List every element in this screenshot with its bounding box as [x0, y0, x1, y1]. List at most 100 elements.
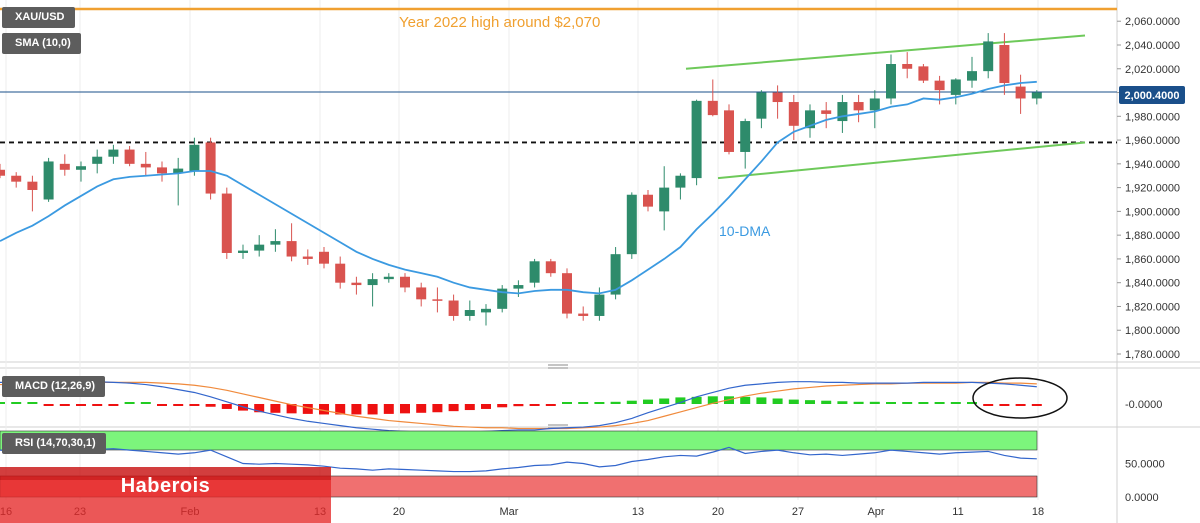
macd-histogram-bar [335, 404, 346, 415]
candle-body [545, 261, 556, 274]
candle-body [756, 92, 767, 119]
candle-body [189, 144, 200, 171]
macd-histogram-bar [594, 402, 605, 404]
macd-histogram-bar [383, 404, 394, 414]
sma-10-line [0, 80, 1037, 295]
macd-histogram-bar [0, 402, 5, 404]
macd-histogram-bar [319, 404, 329, 415]
macd-histogram-bar [189, 404, 200, 406]
macd-histogram-bar [805, 400, 815, 404]
macd-histogram-bar [902, 402, 913, 404]
candle-body [497, 288, 508, 309]
candle-body [707, 100, 718, 116]
candle-body [967, 71, 977, 81]
x-tick-label: 27 [792, 506, 804, 518]
macd-histogram-bar [1031, 404, 1042, 406]
macd-histogram-bar [934, 402, 945, 404]
y-tick-label: 1,860.0000 [1125, 254, 1180, 266]
y-tick-label: 1,900.0000 [1125, 206, 1180, 218]
rsi-indicator-tag[interactable]: RSI (14,70,30,1) [2, 433, 106, 454]
candle-body [432, 299, 443, 301]
macd-histogram-bar [448, 404, 459, 412]
candle-body [92, 156, 103, 164]
channel-upper-line [685, 34, 1086, 70]
candle-body [610, 254, 621, 295]
watermark-text: Haberois [120, 475, 211, 497]
channel-lower-line [717, 141, 1086, 180]
macd-histogram-bar [513, 404, 524, 407]
macd-highlight-circle [972, 377, 1068, 419]
y-tick-label: 1,940.0000 [1125, 159, 1180, 171]
y-tick-label: 1,840.0000 [1125, 278, 1180, 290]
candle-body [286, 241, 297, 257]
candle-body [1015, 86, 1026, 99]
candle-body [481, 308, 491, 313]
rsi-axis-label: 50.0000 [1125, 459, 1165, 471]
macd-histogram-bar [221, 404, 232, 409]
candle-body [626, 194, 637, 255]
macd-histogram-bar [967, 402, 977, 404]
macd-histogram-bar [351, 404, 362, 415]
macd-histogram-bar [626, 400, 637, 404]
macd-histogram-bar [302, 404, 313, 414]
macd-histogram-bar [675, 397, 686, 404]
macd-histogram-bar [173, 404, 184, 406]
candle-body [562, 273, 572, 314]
macd-histogram-bar [400, 404, 410, 414]
dma-annotation: 10-DMA [719, 223, 771, 239]
y-tick-label: 1,920.0000 [1125, 183, 1180, 195]
candle-body [772, 92, 783, 103]
macd-histogram-bar [983, 404, 994, 406]
macd-histogram-bar [643, 399, 653, 404]
macd-histogram-bar [270, 404, 281, 413]
macd-histogram-bar [853, 401, 864, 404]
x-tick-label: Mar [500, 506, 519, 518]
sma-indicator-tag[interactable]: SMA (10,0) [2, 33, 81, 54]
candle-body [205, 142, 216, 194]
macd-histogram-bar [27, 402, 38, 404]
macd-histogram-bar [43, 404, 54, 406]
symbol-tag[interactable]: XAU/USD [2, 7, 75, 28]
candle-body [740, 121, 751, 152]
macd-histogram-bar [610, 401, 621, 404]
candle-body [837, 102, 848, 122]
y-tick-label: 2,040.0000 [1125, 40, 1180, 52]
macd-histogram-bar [837, 401, 848, 404]
candle-body [157, 167, 167, 174]
macd-histogram-bar [950, 402, 961, 404]
macd-histogram-bar [205, 404, 216, 407]
macd-histogram-bar [464, 404, 475, 411]
macd-histogram-bar [772, 398, 783, 404]
macd-histogram-bar [529, 404, 540, 406]
macd-histogram-bar [691, 396, 702, 404]
price-badge: 2,000.4000 [1119, 86, 1185, 104]
candle-body [675, 175, 686, 188]
y-tick-label: 2,020.0000 [1125, 64, 1180, 76]
candle-body [1031, 92, 1042, 99]
candle-body [27, 181, 38, 190]
macd-histogram-bar [999, 404, 1010, 406]
candle-body [448, 300, 459, 316]
macd-line [0, 380, 1037, 434]
candle-body [983, 41, 994, 72]
candle-body [351, 282, 362, 286]
candle-body [124, 149, 135, 164]
x-tick-label: Apr [867, 506, 884, 518]
macd-indicator-tag[interactable]: MACD (12,26,9) [2, 376, 106, 397]
candle-body [400, 276, 410, 288]
candle-body [221, 193, 232, 253]
macd-histogram-bar [432, 404, 443, 413]
macd-histogram-bar [562, 402, 572, 404]
macd-histogram-bar [545, 404, 556, 406]
macd-histogram-bar [659, 398, 670, 404]
macd-signal-line [0, 381, 1037, 430]
candle-body [902, 64, 913, 69]
candle-body [918, 66, 929, 81]
macd-histogram-bar [821, 400, 832, 404]
macd-axis-label: -0.0000 [1125, 399, 1162, 411]
candle-body [43, 161, 54, 200]
x-tick-label: 13 [632, 506, 644, 518]
candle-body [869, 98, 880, 111]
candle-body [11, 175, 22, 182]
